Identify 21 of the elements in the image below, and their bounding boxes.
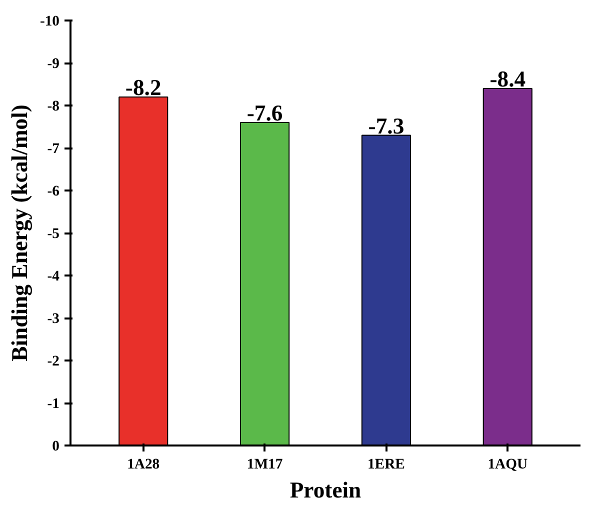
y-tick-label: -8 bbox=[47, 98, 60, 114]
y-tick-label: -3 bbox=[47, 311, 60, 327]
y-tick-label: 0 bbox=[52, 438, 60, 454]
y-tick-label: -2 bbox=[47, 354, 60, 370]
y-axis-title: Binding Energy (kcal/mol) bbox=[6, 104, 32, 362]
data-label: -7.3 bbox=[368, 113, 404, 138]
data-label: -8.2 bbox=[125, 75, 162, 100]
y-tick-label: -10 bbox=[40, 14, 60, 30]
x-tick-label: 1M17 bbox=[246, 456, 283, 472]
data-label: -8.4 bbox=[490, 66, 526, 92]
y-tick-label: -1 bbox=[47, 396, 60, 412]
x-tick-label: 1ERE bbox=[367, 456, 406, 472]
x-axis-title: Protein bbox=[290, 478, 362, 502]
x-tick-label: 1A28 bbox=[127, 456, 160, 472]
y-tick-label: -6 bbox=[47, 184, 60, 200]
x-tick-label: 1AQU bbox=[488, 456, 528, 472]
y-tick-label: -5 bbox=[47, 226, 60, 242]
y-tick-label: -9 bbox=[47, 56, 60, 72]
y-tick-label: -7 bbox=[47, 141, 60, 157]
data-label: -7.6 bbox=[246, 100, 283, 126]
y-tick-label: -4 bbox=[47, 268, 60, 284]
